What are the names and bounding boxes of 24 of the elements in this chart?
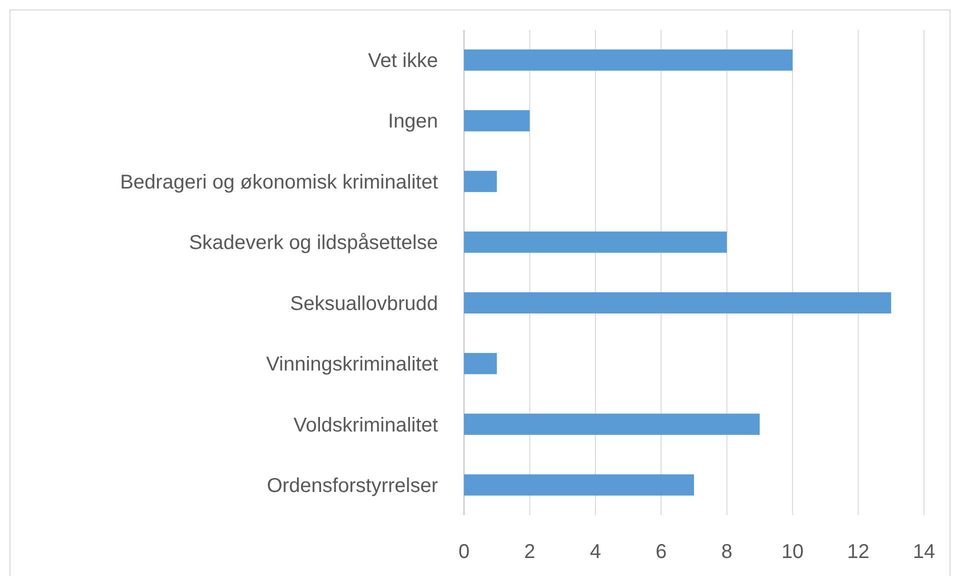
x-tick-label: 4 (590, 541, 601, 563)
bar (464, 414, 760, 435)
y-tick-label: Voldskriminalitet (293, 414, 438, 436)
x-tick-label: 2 (524, 541, 536, 563)
bar (464, 170, 497, 192)
y-tick-label: Seksuallovbrudd (290, 292, 438, 315)
y-tick-label: Bedrageri og økonomisk kriminalitet (120, 171, 438, 194)
bar (464, 352, 497, 374)
x-tick-label: 8 (721, 541, 732, 563)
y-tick-label: Vet ikke (368, 50, 438, 72)
y-tick-label: Skadeverk og ildspåsettelse (188, 232, 438, 254)
y-tick-label: Ordensforstyrrelser (266, 474, 438, 497)
x-tick-label: 0 (458, 541, 470, 563)
x-tick-label: 12 (847, 541, 870, 563)
x-tick-label: 6 (656, 541, 667, 563)
bar (464, 292, 892, 314)
bar (464, 474, 694, 496)
bar (464, 232, 727, 253)
y-tick-label: Ingen (388, 110, 438, 133)
x-tick-label: 14 (912, 541, 936, 563)
bar (464, 49, 793, 71)
x-tick-label: 10 (781, 541, 804, 563)
y-tick-label: Vinningskriminalitet (266, 354, 438, 376)
bar (464, 110, 530, 132)
